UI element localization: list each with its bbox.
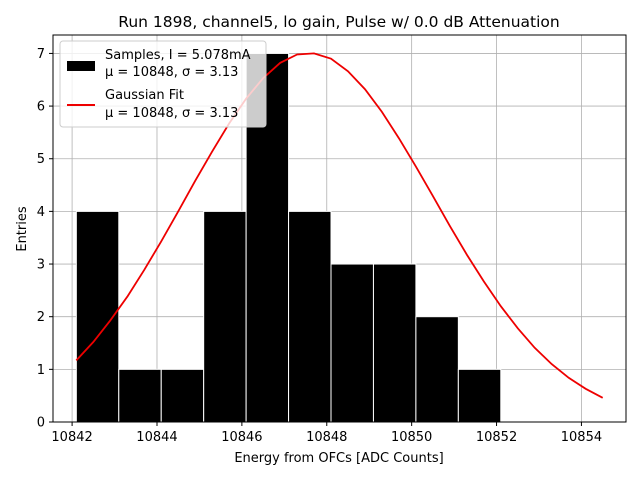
histogram-bar: [75, 210, 120, 423]
legend-box: [59, 40, 267, 128]
x-axis-label: Energy from OFCs [ADC Counts]: [234, 451, 443, 466]
y-tick-label: 1: [37, 363, 45, 378]
x-tick-label: 10852: [476, 430, 517, 445]
x-axis-ticks: 10842 10844 10846 10848 10850 10852 10854: [51, 422, 602, 445]
legend: Samples, I = 5.078mA μ = 10848, σ = 3.13…: [59, 40, 267, 128]
histogram-bar: [288, 210, 332, 423]
y-tick-label: 7: [37, 47, 45, 62]
x-tick-label: 10850: [391, 430, 432, 445]
x-tick-label: 10854: [561, 430, 602, 445]
x-tick-label: 10848: [306, 430, 347, 445]
histogram-bar: [160, 368, 205, 423]
y-tick-label: 6: [37, 100, 45, 115]
y-tick-label: 4: [37, 205, 45, 220]
legend-samples-stats: μ = 10848, σ = 3.13: [105, 65, 238, 80]
chart-title: Run 1898, channel5, lo gain, Pulse w/ 0.…: [118, 13, 559, 31]
histogram-bar: [457, 368, 502, 423]
legend-fit-stats: μ = 10848, σ = 3.13: [105, 106, 238, 121]
plot-frame: [52, 34, 627, 423]
histogram-bar: [415, 316, 459, 423]
histogram-bar: [118, 368, 162, 423]
histogram-bars: [75, 52, 502, 423]
legend-fit-label: Gaussian Fit: [105, 88, 184, 103]
y-tick-label: 0: [37, 416, 45, 431]
y-tick-label: 2: [37, 310, 45, 325]
gaussian-fit-line: [75, 52, 604, 399]
x-tick-label: 10846: [221, 430, 262, 445]
y-axis-ticks: 0 1 2 3 4 5 6 7: [37, 47, 53, 431]
gaussian-fit-curve: [75, 52, 604, 399]
x-tick-label: 10842: [51, 430, 92, 445]
histogram-bar: [372, 263, 417, 423]
y-tick-label: 3: [37, 258, 45, 273]
y-tick-label: 5: [37, 152, 45, 167]
legend-samples-label: Samples, I = 5.078mA: [105, 48, 251, 63]
x-tick-label: 10844: [136, 430, 177, 445]
histogram-bar: [203, 210, 247, 423]
legend-samples-swatch: [67, 61, 95, 71]
histogram-bar: [330, 263, 374, 423]
y-axis-label: Entries: [15, 206, 30, 252]
